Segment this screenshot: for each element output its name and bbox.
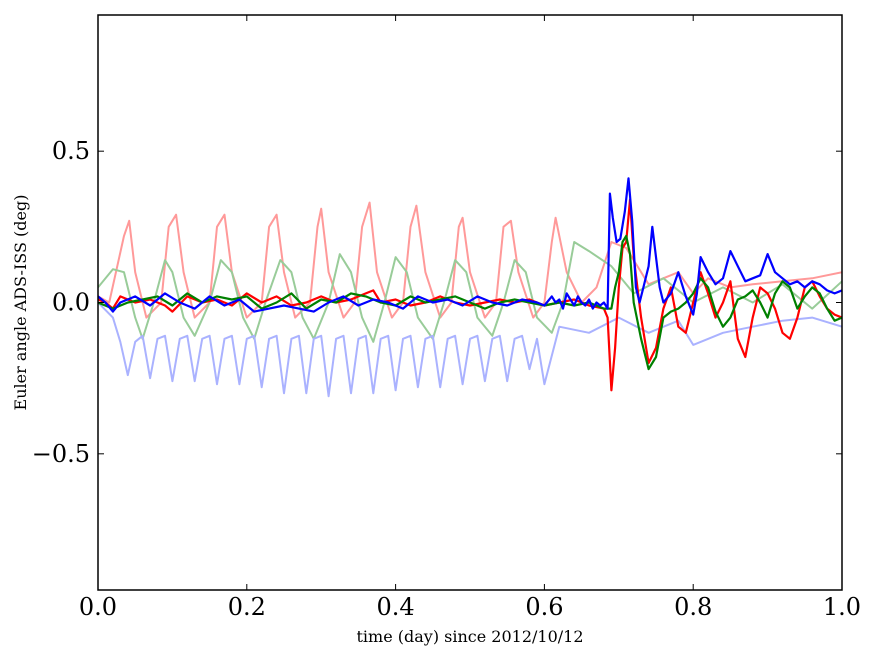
y-tick-label: −0.5 <box>32 440 90 468</box>
x-tick-label: 0.0 <box>79 593 117 621</box>
series-layer <box>98 177 842 398</box>
series-line-3 <box>98 198 842 392</box>
ticks-layer: 0.0 0.2 0.4 0.6 0.8 1.0 0.5 0.0 −0.5 <box>32 15 861 621</box>
x-tick-label: 1.0 <box>823 593 861 621</box>
y-tick-label: 0.5 <box>52 137 90 165</box>
x-tick-label: 0.8 <box>674 593 712 621</box>
x-axis-label: time (day) since 2012/10/12 <box>356 627 583 646</box>
series-line-5 <box>98 177 842 316</box>
x-tick-label: 0.4 <box>377 593 415 621</box>
series-line-1 <box>98 241 842 343</box>
series-line-2 <box>98 301 842 398</box>
y-tick-label: 0.0 <box>52 289 90 317</box>
x-tick-label: 0.2 <box>228 593 266 621</box>
x-tick-label: 0.6 <box>525 593 563 621</box>
y-axis-label: Euler angle ADS-ISS (deg) <box>11 195 30 411</box>
